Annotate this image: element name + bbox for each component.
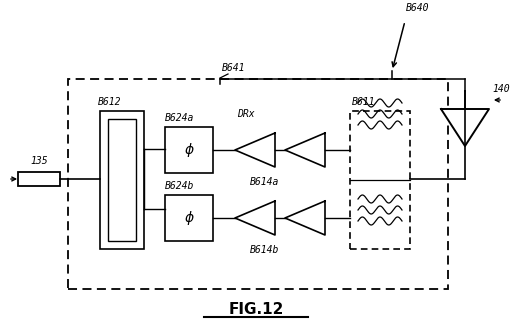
Text: B624b: B624b (165, 181, 195, 191)
Text: FIG.12: FIG.12 (228, 302, 284, 316)
Text: $\phi$: $\phi$ (184, 209, 195, 227)
Text: DRx: DRx (237, 109, 254, 119)
Text: B611: B611 (352, 97, 375, 107)
Text: B624a: B624a (165, 113, 195, 123)
Text: $\phi$: $\phi$ (184, 141, 195, 159)
Text: B612: B612 (98, 97, 121, 107)
Bar (350, 111, 410, 249)
Text: B614a: B614a (250, 177, 280, 187)
Text: B614b: B614b (250, 245, 280, 255)
Bar (165, 127, 213, 173)
Polygon shape (441, 109, 489, 146)
Bar (100, 111, 144, 249)
Text: B640: B640 (406, 3, 430, 13)
Bar (18, 172, 60, 186)
Text: B641: B641 (222, 63, 245, 73)
Text: 140: 140 (492, 84, 509, 94)
Bar (165, 195, 213, 241)
Text: 135: 135 (30, 156, 48, 166)
Bar (108, 119, 136, 241)
Bar (68, 79, 448, 289)
